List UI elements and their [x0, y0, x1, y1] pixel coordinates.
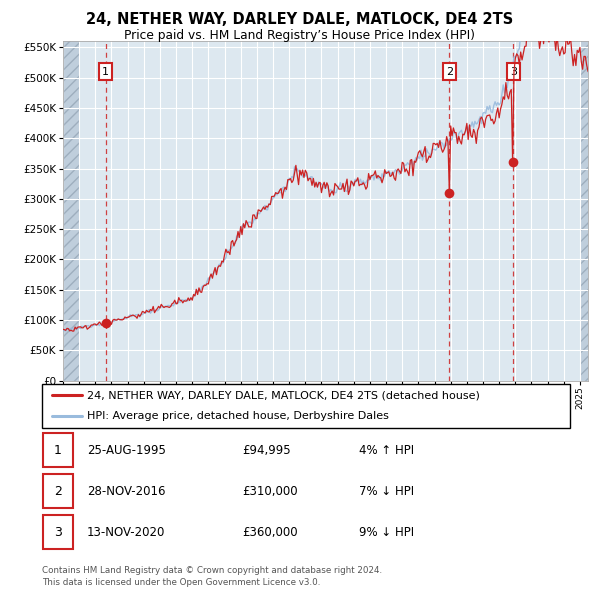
FancyBboxPatch shape — [43, 433, 73, 467]
Text: 1: 1 — [103, 67, 109, 77]
Bar — [580, 41, 588, 381]
Bar — [580, 41, 588, 381]
Text: 7% ↓ HPI: 7% ↓ HPI — [359, 484, 414, 498]
Text: 28-NOV-2016: 28-NOV-2016 — [87, 484, 166, 498]
Text: 9% ↓ HPI: 9% ↓ HPI — [359, 526, 414, 539]
FancyBboxPatch shape — [43, 474, 73, 508]
Text: 2: 2 — [446, 67, 453, 77]
Text: £310,000: £310,000 — [242, 484, 298, 498]
Text: 4% ↑ HPI: 4% ↑ HPI — [359, 444, 414, 457]
FancyBboxPatch shape — [43, 516, 73, 549]
Text: 24, NETHER WAY, DARLEY DALE, MATLOCK, DE4 2TS: 24, NETHER WAY, DARLEY DALE, MATLOCK, DE… — [86, 12, 514, 27]
Text: 1: 1 — [54, 444, 62, 457]
Text: 24, NETHER WAY, DARLEY DALE, MATLOCK, DE4 2TS (detached house): 24, NETHER WAY, DARLEY DALE, MATLOCK, DE… — [87, 391, 480, 401]
Text: £360,000: £360,000 — [242, 526, 298, 539]
Bar — [63, 41, 79, 381]
Text: 13-NOV-2020: 13-NOV-2020 — [87, 526, 165, 539]
Text: £94,995: £94,995 — [242, 444, 291, 457]
Text: HPI: Average price, detached house, Derbyshire Dales: HPI: Average price, detached house, Derb… — [87, 411, 389, 421]
Text: 2: 2 — [54, 484, 62, 498]
Text: Price paid vs. HM Land Registry’s House Price Index (HPI): Price paid vs. HM Land Registry’s House … — [125, 30, 476, 42]
Text: 3: 3 — [54, 526, 62, 539]
Text: Contains HM Land Registry data © Crown copyright and database right 2024.
This d: Contains HM Land Registry data © Crown c… — [42, 566, 382, 587]
Text: 3: 3 — [510, 67, 517, 77]
Text: 25-AUG-1995: 25-AUG-1995 — [87, 444, 166, 457]
Bar — [63, 41, 79, 381]
